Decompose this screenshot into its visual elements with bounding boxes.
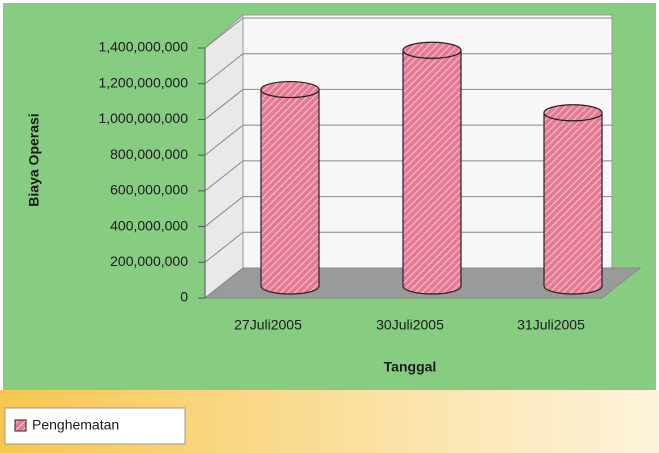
bar-top — [402, 41, 462, 59]
x-tick-label: 27Juli2005 — [234, 317, 302, 333]
side-wall — [204, 13, 244, 300]
y-axis-title: Biaya Operasi — [26, 113, 42, 206]
legend — [4, 407, 186, 445]
legend-label: Penghematan — [32, 417, 119, 433]
y-tick-label: 0 — [180, 289, 188, 305]
bar-top — [543, 104, 603, 122]
bar-top — [260, 80, 320, 99]
x-axis-title: Tanggal — [384, 359, 437, 375]
legend-swatch — [14, 419, 27, 432]
x-tick-label: 31Juli2005 — [517, 317, 585, 333]
grid-line — [204, 124, 612, 156]
y-tick-label: 400,000,000 — [110, 217, 188, 233]
x-tick-label: 30Juli2005 — [376, 317, 444, 333]
grid-line — [204, 17, 612, 49]
grid-line — [204, 231, 612, 263]
y-tick-label: 800,000,000 — [110, 146, 188, 162]
grid-line — [204, 88, 612, 120]
y-tick-label: 1,200,000,000 — [98, 74, 188, 90]
grid-line — [204, 53, 612, 85]
grid-line — [204, 196, 612, 227]
y-tick-label: 1,000,000,000 — [98, 110, 188, 126]
y-tick-label: 600,000,000 — [110, 182, 188, 198]
bar — [402, 50, 462, 295]
y-tick-label: 1,400,000,000 — [98, 39, 188, 55]
bar — [260, 89, 320, 295]
y-tick-label: 200,000,000 — [110, 253, 188, 269]
grid-line — [204, 160, 612, 192]
bar — [543, 112, 603, 295]
